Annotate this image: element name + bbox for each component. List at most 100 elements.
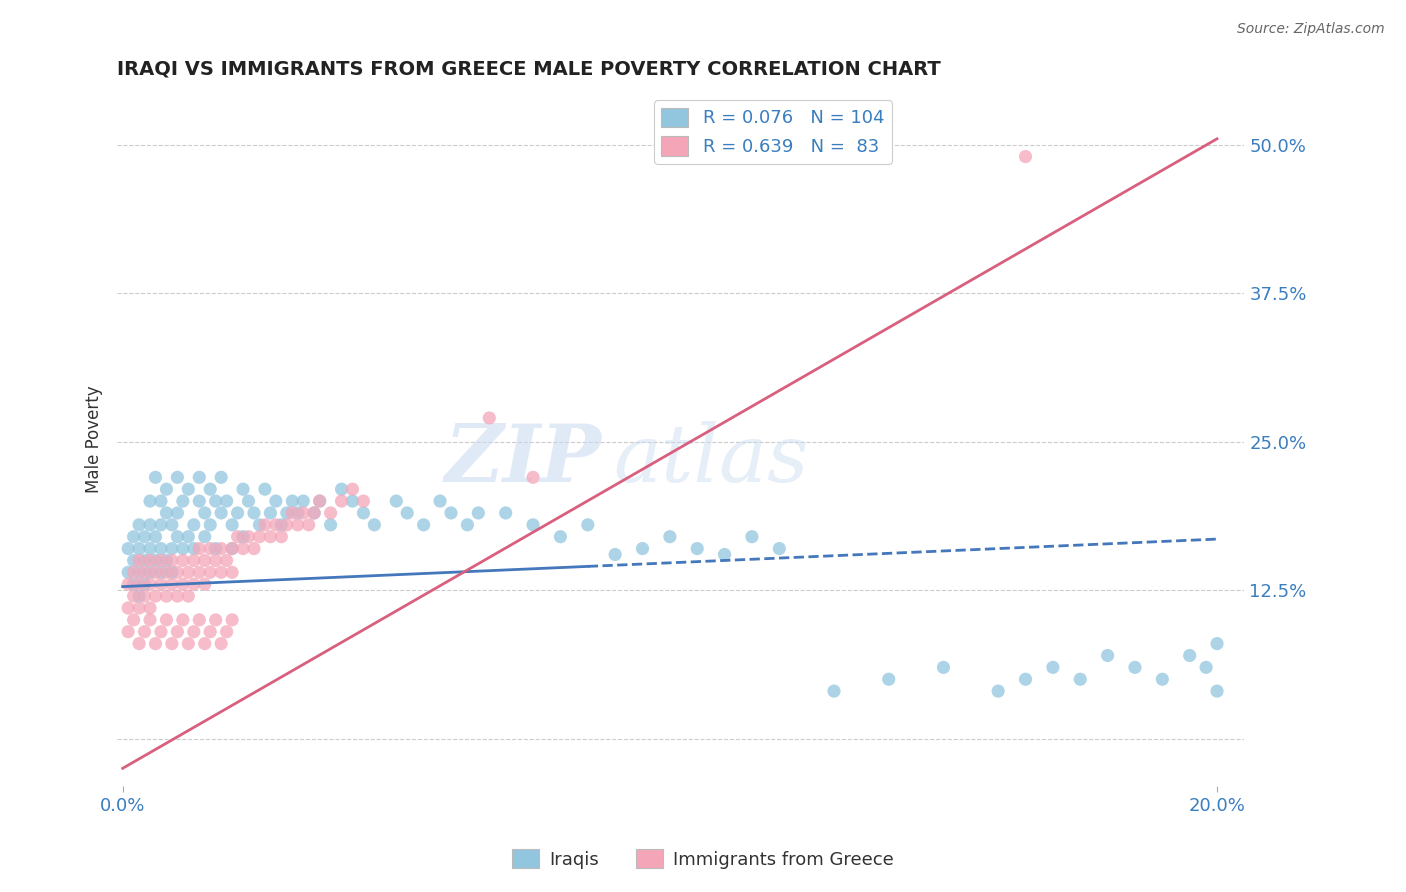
Point [658,530,681,544]
Point [128,637,150,651]
Point [292,494,315,508]
Point [139,541,162,556]
Point [200,541,222,556]
Point [160,637,183,651]
Point [172,577,194,591]
Point [713,548,735,562]
Point [319,517,342,532]
Point [276,517,298,532]
Point [172,553,194,567]
Point [249,517,271,532]
Point [243,506,266,520]
Point [270,530,292,544]
Point [342,494,364,508]
Point [287,506,309,520]
Point [172,541,194,556]
Point [768,541,790,556]
Point [172,613,194,627]
Point [117,566,139,580]
Point [134,577,156,591]
Point [215,553,238,567]
Point [160,517,183,532]
Point [1195,660,1218,674]
Point [166,530,188,544]
Point [128,577,150,591]
Point [128,553,150,567]
Point [495,506,517,520]
Point [122,577,145,591]
Point [160,541,183,556]
Point [194,577,217,591]
Point [134,553,156,567]
Point [117,601,139,615]
Point [122,613,145,627]
Point [200,566,222,580]
Point [134,566,156,580]
Point [215,624,238,639]
Text: atlas: atlas [613,421,808,499]
Point [1206,637,1229,651]
Point [215,494,238,508]
Text: Source: ZipAtlas.com: Source: ZipAtlas.com [1237,22,1385,37]
Point [232,482,254,496]
Point [177,566,200,580]
Point [209,470,232,484]
Point [396,506,419,520]
Point [467,506,489,520]
Point [122,589,145,603]
Point [342,482,364,496]
Point [177,530,200,544]
Point [249,530,271,544]
Point [1042,660,1064,674]
Point [987,684,1010,698]
Point [200,517,222,532]
Point [221,517,243,532]
Point [155,589,177,603]
Point [308,494,330,508]
Point [932,660,955,674]
Point [139,601,162,615]
Point [139,517,162,532]
Point [298,517,321,532]
Point [122,566,145,580]
Point [238,530,260,544]
Point [155,506,177,520]
Point [177,482,200,496]
Point [232,530,254,544]
Point [139,566,162,580]
Point [302,506,325,520]
Point [221,541,243,556]
Point [128,601,150,615]
Point [200,482,222,496]
Point [429,494,451,508]
Point [281,506,304,520]
Point [134,589,156,603]
Point [188,613,211,627]
Point [478,411,501,425]
Point [204,613,226,627]
Text: ZIP: ZIP [446,421,602,499]
Point [155,482,177,496]
Point [204,541,226,556]
Point [139,553,162,567]
Point [188,566,211,580]
Point [145,470,167,484]
Point [177,637,200,651]
Point [631,541,654,556]
Point [352,506,374,520]
Point [183,517,205,532]
Point [155,613,177,627]
Point [183,553,205,567]
Point [145,566,167,580]
Point [550,530,572,544]
Point [1069,672,1091,686]
Point [243,541,266,556]
Point [166,506,188,520]
Point [183,577,205,591]
Point [741,530,763,544]
Point [149,517,172,532]
Point [292,506,315,520]
Point [166,566,188,580]
Point [522,517,544,532]
Point [302,506,325,520]
